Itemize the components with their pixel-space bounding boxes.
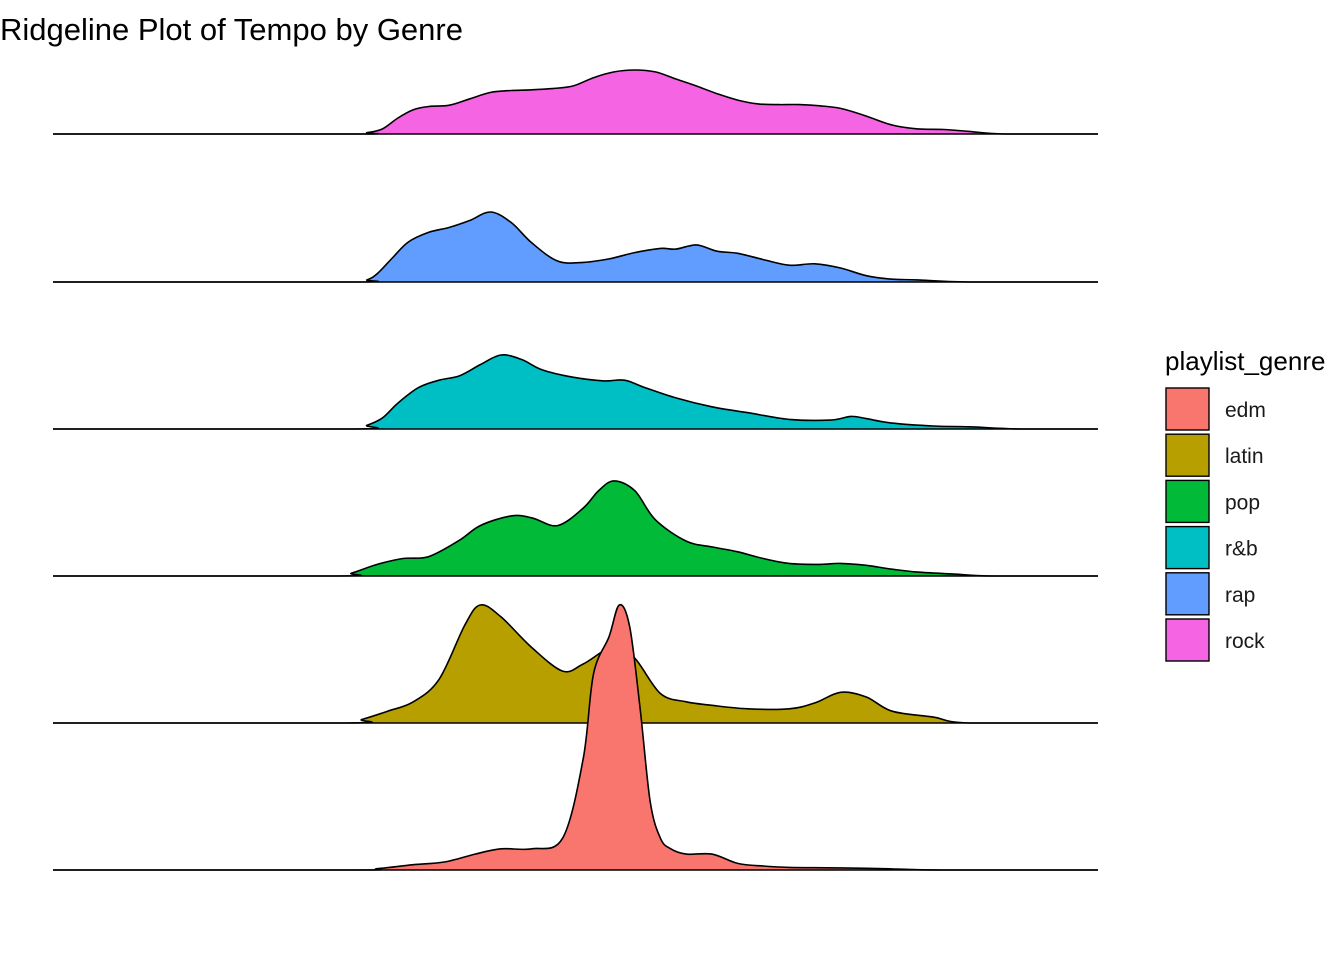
ridge-fill-latin — [53, 604, 1098, 723]
legend-key-edm — [1165, 387, 1210, 431]
legend-label-rb: r&b — [1225, 538, 1258, 561]
ridge-fill-pop — [53, 480, 1098, 576]
ridge-edm — [53, 603, 1098, 871]
ridge-outline-pop — [53, 480, 1098, 577]
ridge-rap — [52, 211, 1098, 283]
legend-key-rb — [1165, 525, 1210, 570]
ridge-outline-rock — [53, 69, 1098, 135]
legend-key-rock — [1165, 618, 1210, 662]
ridge-fill-edm — [53, 604, 1098, 870]
legend-title: playlist_genre — [1165, 346, 1325, 376]
legend-key-latin — [1165, 433, 1210, 477]
ridge-fill-rap — [53, 211, 1098, 282]
ridge-fill-rb — [53, 354, 1098, 429]
legend-label-latin: latin — [1225, 445, 1264, 468]
ridge-pop — [53, 480, 1098, 577]
legend-items: edm latin pop r&b rap rock — [1165, 387, 1266, 662]
chart-title: Ridgeline Plot of Tempo by Genre — [0, 12, 463, 47]
ridge-fill-rock — [53, 70, 1098, 134]
legend: playlist_genre edm latin pop r&b rap rock — [1165, 346, 1325, 662]
legend-key-rap — [1165, 572, 1210, 616]
ridge-outline-edm — [53, 603, 1098, 871]
ridge-outline-rb — [52, 354, 1098, 430]
ridge-outline-rap — [52, 211, 1098, 283]
legend-label-pop: pop — [1225, 491, 1260, 514]
ridges-layer — [52, 69, 1098, 871]
ridge-latin — [53, 604, 1098, 724]
legend-label-edm: edm — [1225, 399, 1266, 422]
legend-label-rap: rap — [1225, 584, 1255, 607]
legend-label-rock: rock — [1225, 630, 1265, 653]
ridge-rb — [52, 354, 1098, 430]
ridge-rock — [53, 69, 1098, 135]
legend-key-pop — [1165, 479, 1210, 524]
